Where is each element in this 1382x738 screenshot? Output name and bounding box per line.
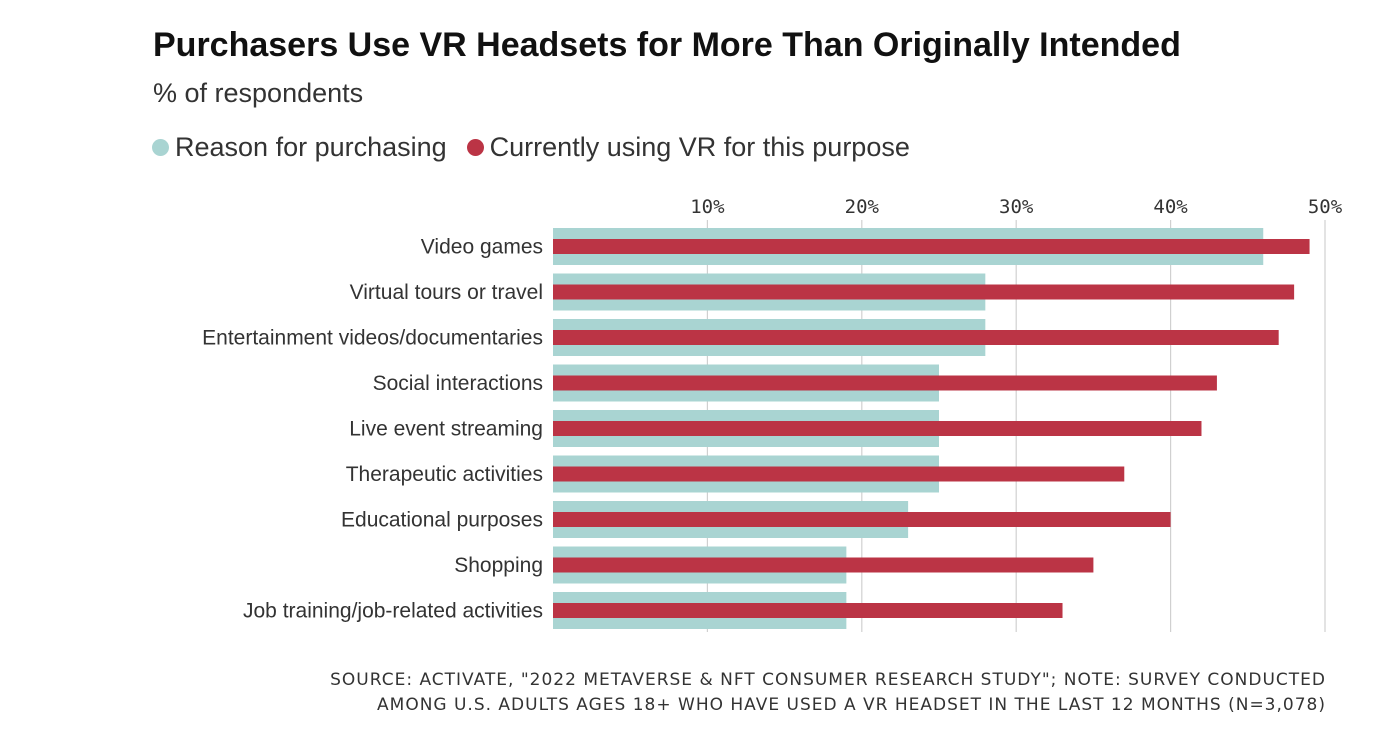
source-line-2: AMONG U.S. ADULTS AGES 18+ WHO HAVE USED… [377,695,1326,715]
x-tick-label: 40% [1153,196,1188,218]
chart-subtitle: % of respondents [153,78,364,108]
source-line-1: SOURCE: ACTIVATE, "2022 METAVERSE & NFT … [330,670,1326,690]
legend-swatch-reason [152,139,169,156]
bar-current [553,512,1171,527]
category-label: Entertainment videos/documentaries [202,327,543,350]
category-label: Therapeutic activities [346,463,543,486]
x-tick-label: 20% [845,196,880,218]
legend-item-reason: Reason for purchasing [152,132,447,163]
category-label: Educational purposes [341,509,543,532]
bar-current [553,557,1094,573]
category-label: Job training/job-related activities [243,600,543,623]
bar-current [553,421,1202,436]
chart-title: Purchasers Use VR Headsets for More Than… [153,26,1181,64]
x-tick-label: 50% [1308,196,1343,218]
category-label: Shopping [454,554,543,577]
category-label: Video games [421,236,543,259]
source-note: SOURCE: ACTIVATE, "2022 METAVERSE & NFT … [330,668,1326,718]
bar-current [553,330,1279,345]
category-label: Social interactions [373,372,543,395]
x-tick-label: 30% [999,196,1034,218]
legend-label-reason: Reason for purchasing [175,132,447,162]
x-tick-label: 10% [690,196,725,218]
bar-current [553,284,1295,300]
legend: Reason for purchasing Currently using VR… [152,132,930,163]
legend-label-current: Currently using VR for this purpose [489,132,910,162]
bar-current [553,466,1125,482]
bar-current [553,375,1217,391]
category-label: Live event streaming [349,418,543,441]
bar-current [553,603,1063,618]
bar-current [553,239,1310,254]
category-label: Virtual tours or travel [350,281,543,304]
legend-swatch-current [466,139,484,156]
legend-item-current: Currently using VR for this purpose [466,132,910,163]
